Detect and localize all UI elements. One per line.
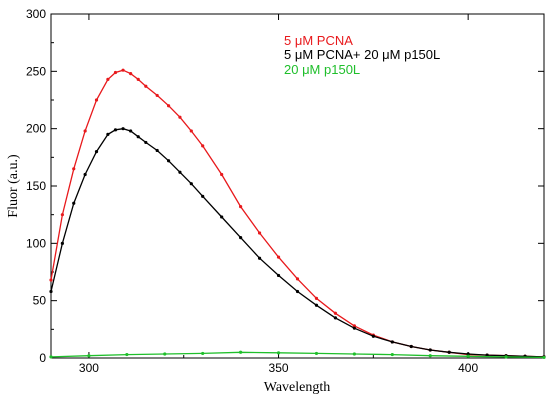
legend: 5 μM PCNA 5 μM PCNA+ 20 μM p150L 20 μM p…: [284, 33, 440, 77]
series-pcna-p150l-point: [276, 273, 281, 278]
series-pcna-point: [83, 129, 87, 133]
series-p150l-point: [504, 355, 508, 359]
series-p150l-point: [466, 354, 470, 358]
series-pcna-point: [276, 255, 281, 259]
series-pcna-p150l-point: [201, 194, 205, 198]
series-pcna-p150l-point: [94, 150, 99, 154]
series-pcna-point: [94, 98, 99, 102]
series-pcna-point: [257, 231, 262, 235]
legend-entry-pcna-p150l: 5 μM PCNA+ 20 μM p150L: [284, 47, 440, 62]
y-tick-label: 300: [26, 7, 46, 21]
y-tick-label: 50: [33, 294, 47, 308]
series-p150l-point: [201, 351, 205, 356]
y-tick-label: 100: [26, 236, 46, 250]
x-tick-label: 350: [269, 361, 289, 375]
series-p150l-point: [352, 352, 356, 356]
series-pcna-p150l-point: [106, 132, 110, 136]
series-pcna-p150l-point: [447, 350, 451, 354]
series-pcna-p150l-point: [121, 127, 125, 131]
series-p150l-point: [239, 350, 243, 354]
series-pcna-p150l-line: [50, 128, 545, 358]
series-pcna-p150l-point: [485, 353, 489, 357]
series-pcna-p150l-point: [220, 215, 224, 219]
series-pcna-p150l-point: [390, 340, 394, 344]
series-p150l-line: [50, 351, 545, 359]
series-pcna-p150l-point: [295, 289, 300, 294]
series-pcna-point: [129, 72, 133, 76]
series-layer: [49, 68, 546, 360]
series-p150l-point: [542, 355, 546, 360]
series-pcna-point: [239, 205, 243, 209]
series-pcna-point: [121, 68, 125, 72]
series-pcna-p150l-point: [155, 148, 159, 153]
series-pcna-p150l-point: [49, 289, 53, 294]
series-pcna-p150l-point: [136, 135, 140, 139]
y-tick-label: 0: [39, 351, 46, 365]
series-p150l-point: [87, 354, 91, 358]
series-pcna-p150l-point: [166, 159, 171, 163]
series-pcna-p150l-point: [72, 201, 76, 205]
series-pcna-point: [220, 172, 224, 177]
series-pcna-p150l-point: [428, 348, 432, 352]
series-pcna-p150l-point: [409, 344, 413, 349]
x-axis-title: Wavelength: [264, 380, 331, 395]
x-tick-label: 300: [79, 361, 99, 375]
series-pcna-p150l: [49, 127, 546, 359]
series-pcna-p150l-point: [466, 352, 470, 356]
series-pcna-p150l-point: [178, 170, 182, 174]
series-pcna-point: [49, 278, 53, 282]
series-p150l-point: [390, 352, 394, 357]
series-pcna-point: [333, 311, 338, 315]
series-p150l-point: [125, 352, 129, 357]
series-pcna-point: [295, 277, 300, 281]
series-pcna-p150l-point: [144, 140, 148, 145]
series-pcna-p150l-point: [333, 316, 338, 320]
series-pcna-p150l-point: [83, 172, 87, 177]
y-tick-label: 200: [26, 122, 46, 136]
legend-entry-p150l: 20 μM p150L: [284, 62, 360, 77]
series-pcna-point: [189, 129, 193, 133]
y-tick-label: 150: [26, 179, 46, 193]
series-pcna-point: [201, 144, 205, 148]
legend-entry-pcna: 5 μM PCNA: [284, 33, 353, 48]
series-pcna-point: [113, 70, 118, 75]
series-p150l: [49, 350, 546, 360]
series-pcna-point: [106, 77, 110, 81]
series-pcna-point: [155, 93, 159, 98]
y-axis: 0 50 100 150 200 250 300: [26, 7, 544, 365]
x-tick-label: 400: [458, 361, 478, 375]
series-p150l-point: [428, 354, 432, 358]
y-axis-title: Fluor (a.u.): [6, 154, 21, 218]
series-pcna-point: [60, 213, 64, 217]
series-pcna-point: [314, 296, 319, 300]
series-p150l-point: [49, 355, 53, 359]
series-pcna-p150l-point: [239, 236, 243, 240]
series-pcna-point: [166, 104, 171, 108]
series-p150l-point: [163, 352, 167, 356]
series-pcna-p150l-point: [113, 128, 118, 132]
y-tick-label: 250: [26, 64, 46, 78]
series-pcna-p150l-point: [371, 334, 375, 338]
series-pcna-p150l-point: [60, 241, 64, 245]
series-pcna-point: [352, 324, 356, 328]
series-pcna-p150l-point: [189, 182, 193, 186]
series-pcna-point: [178, 115, 182, 119]
series-p150l-point: [276, 351, 281, 355]
series-pcna-point: [72, 167, 76, 171]
series-pcna-p150l-point: [352, 326, 356, 330]
plot-area: [50, 13, 545, 359]
series-p150l-point: [314, 351, 319, 356]
series-pcna-p150l-point: [314, 303, 319, 307]
series-pcna-p150l-point: [257, 256, 262, 260]
series-pcna-point: [144, 84, 148, 88]
series-pcna-point: [136, 77, 140, 81]
series-pcna-p150l-point: [129, 129, 133, 133]
